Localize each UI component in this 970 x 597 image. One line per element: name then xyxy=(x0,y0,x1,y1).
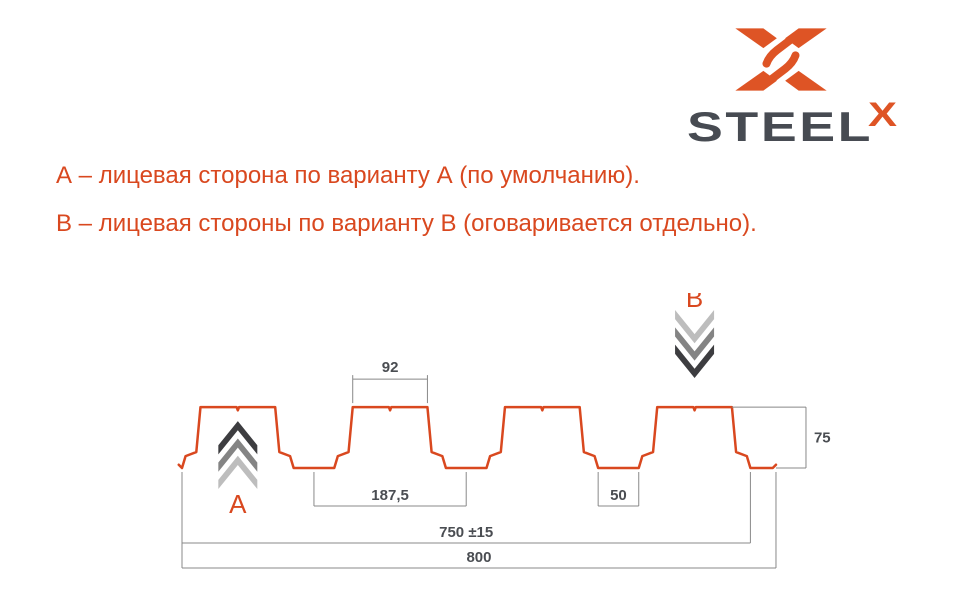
svg-text:750 ±15: 750 ±15 xyxy=(439,524,493,541)
svg-text:A: A xyxy=(229,489,247,519)
svg-text:800: 800 xyxy=(466,549,491,566)
svg-text:187,5: 187,5 xyxy=(371,487,409,504)
svg-text:75: 75 xyxy=(814,430,831,447)
svg-text:B: B xyxy=(686,293,703,313)
svg-text:50: 50 xyxy=(610,487,627,504)
svg-text:92: 92 xyxy=(382,359,399,376)
